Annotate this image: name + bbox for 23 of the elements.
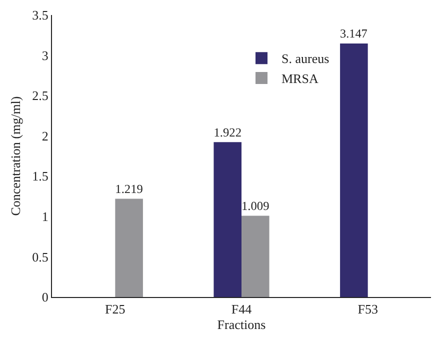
y-tick-label: 1.5	[32, 168, 48, 184]
y-axis-title: Concentration (mg/ml)	[8, 96, 24, 216]
y-tick-label: 3	[42, 48, 48, 63]
data-label: 1.219	[115, 182, 143, 196]
y-tick-label: 1	[42, 208, 48, 224]
x-tick-label: F25	[105, 302, 126, 317]
bar	[115, 198, 143, 297]
x-tick-label: F44	[231, 302, 252, 317]
legend-label: S. aureus	[282, 51, 330, 66]
bar	[340, 43, 368, 297]
bar	[242, 216, 270, 297]
y-tick-label: 2.5	[32, 88, 48, 104]
data-label: 1.009	[242, 198, 270, 213]
y-tick-label: 0.5	[32, 249, 48, 264]
y-tick-label: 2	[42, 128, 48, 144]
x-tick-label: F53	[358, 302, 378, 317]
y-tick-label: 0	[42, 290, 48, 305]
data-label: 1.922	[214, 125, 242, 140]
bar	[214, 142, 242, 297]
y-tick-label: 3.5	[32, 8, 48, 23]
legend-label: MRSA	[282, 71, 319, 86]
data-label: 3.147	[340, 26, 368, 41]
x-axis-title: Fractions	[217, 317, 266, 332]
